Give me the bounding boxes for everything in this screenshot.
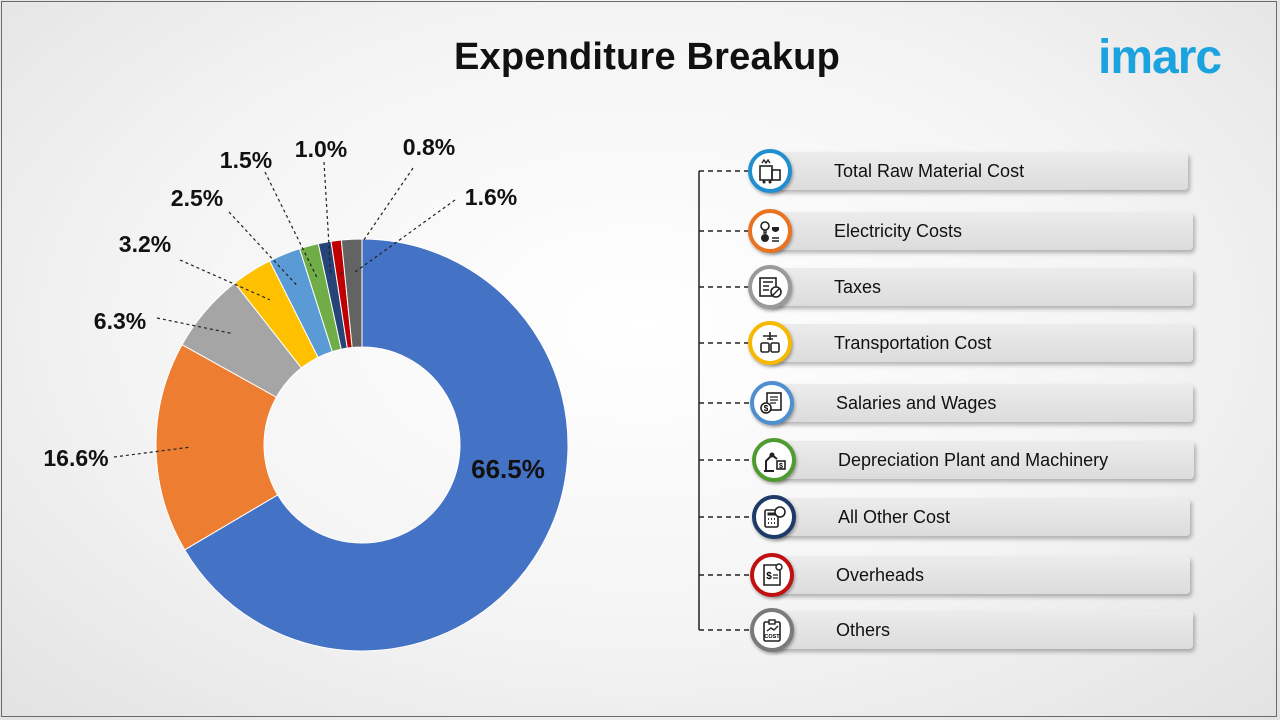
data-label: 1.6% (465, 184, 517, 210)
data-label: 6.3% (94, 308, 146, 334)
electricity-icon (748, 209, 792, 253)
slice-others (340, 238, 363, 349)
machinery-icon: $ (752, 438, 796, 482)
overheads-icon: $ (750, 553, 794, 597)
slice-electricity-costs (155, 343, 279, 551)
legend-item: Depreciation Plant and Machinery (772, 441, 1194, 479)
data-label: 1.0% (295, 136, 347, 162)
leader-line (228, 211, 298, 287)
svg-text:$: $ (766, 571, 772, 582)
legend-item-label: Transportation Cost (834, 333, 992, 353)
legend-item: Total Raw Material Cost (768, 152, 1188, 190)
cost-clipboard-icon: COST (750, 608, 794, 652)
leader-line (113, 446, 191, 458)
legend-item-label: Total Raw Material Cost (834, 161, 1025, 181)
leader-line (179, 259, 271, 301)
raw-material-icon (748, 149, 792, 193)
data-label: 0.8% (403, 134, 455, 160)
legend-item-label: Others (836, 620, 891, 640)
leader-line (353, 199, 456, 274)
data-label: 3.2% (119, 231, 171, 257)
legend-item: Electricity Costs (768, 212, 1193, 250)
svg-text:$: $ (764, 404, 769, 413)
data-label: 1.5% (220, 147, 272, 173)
slice-total-raw-material-cost (184, 238, 569, 652)
legend-item: Others (770, 611, 1193, 649)
legend-item: Salaries and Wages (770, 384, 1193, 422)
leader-line (323, 161, 332, 276)
taxes-icon (748, 265, 792, 309)
legend-item: Transportation Cost (768, 324, 1193, 362)
legend-item: Taxes (768, 268, 1193, 306)
calculator-icon (752, 495, 796, 539)
legend-item-label: Salaries and Wages (836, 393, 997, 413)
legend-item: All Other Cost (772, 498, 1190, 536)
svg-text:$: $ (779, 463, 783, 470)
transportation-icon (748, 321, 792, 365)
brand-logo: imarc (1098, 31, 1222, 84)
data-label: 16.6% (43, 445, 108, 471)
data-label: 66.5% (471, 454, 545, 484)
chart-title: Expenditure Breakup (453, 36, 840, 78)
legend-item-label: Electricity Costs (834, 221, 963, 241)
legend-item-label: Overheads (836, 565, 925, 585)
svg-text:COST: COST (764, 634, 780, 640)
leader-line (264, 171, 319, 280)
legend-item: Overheads (770, 556, 1190, 594)
salaries-icon: $ (750, 381, 794, 425)
legend-item-label: Depreciation Plant and Machinery (838, 450, 1109, 470)
data-label: 2.5% (171, 185, 223, 211)
legend-item-label: All Other Cost (838, 507, 951, 527)
legend-item-label: Taxes (834, 277, 882, 297)
leader-line (156, 317, 232, 334)
